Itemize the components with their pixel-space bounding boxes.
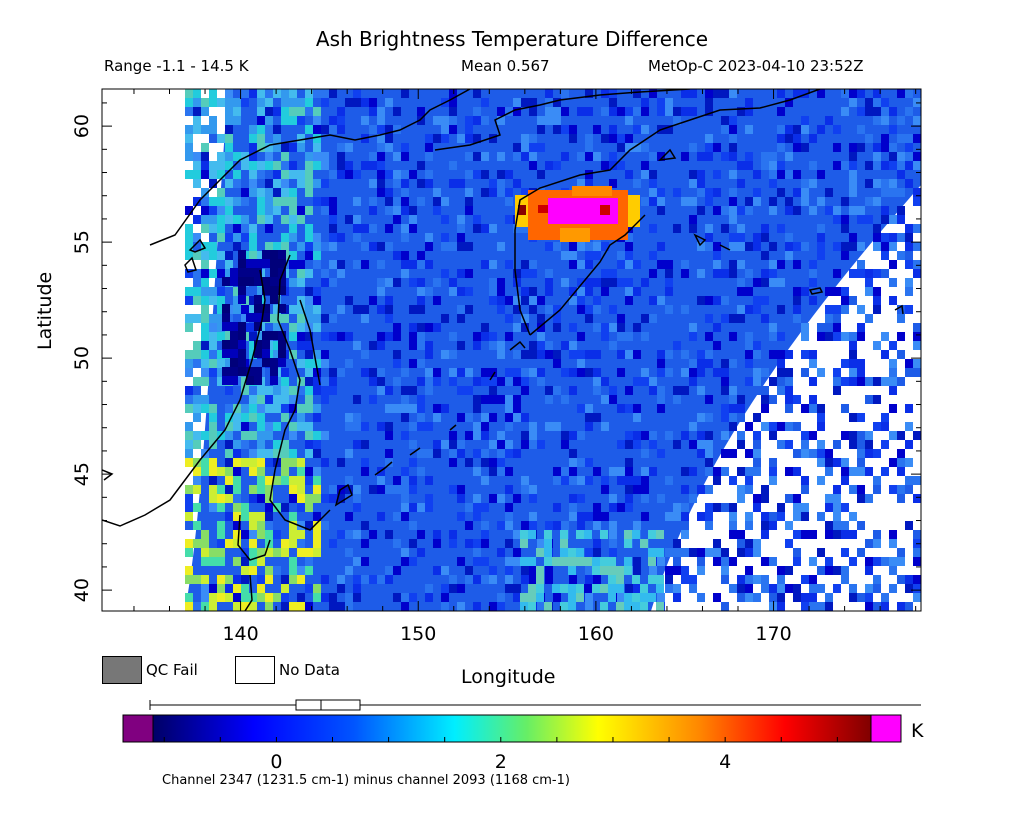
x-tick-labels: 140 150 160 170 bbox=[222, 623, 791, 645]
y-tick-label: 60 bbox=[71, 114, 93, 138]
y-tick-label: 40 bbox=[71, 578, 93, 602]
x-axis-label: Longitude bbox=[461, 666, 556, 688]
colorbar-tick-labels: 0 2 4 bbox=[270, 751, 731, 773]
colorbar-under bbox=[122, 714, 154, 743]
channel-footnote: Channel 2347 (1231.5 cm-1) minus channel… bbox=[162, 773, 570, 788]
colorbar-over bbox=[870, 714, 902, 743]
x-tick-label: 170 bbox=[755, 623, 791, 645]
x-tick-label: 140 bbox=[222, 623, 258, 645]
mean-text: Mean 0.567 bbox=[461, 57, 550, 75]
distribution-boxplot bbox=[149, 699, 921, 711]
x-tick-label: 150 bbox=[400, 623, 436, 645]
colorbar-ticks bbox=[163, 737, 838, 742]
y-tick-label: 50 bbox=[71, 346, 93, 370]
page-title: Ash Brightness Temperature Difference bbox=[315, 27, 709, 51]
x-tick-label: 160 bbox=[578, 623, 614, 645]
range-text: Range -1.1 - 14.5 K bbox=[104, 57, 249, 75]
colorbar bbox=[152, 714, 872, 743]
qc-fail-swatch bbox=[102, 656, 142, 684]
y-tick-label: 55 bbox=[71, 230, 93, 254]
y-tick-label: 45 bbox=[71, 462, 93, 486]
colorbar-unit: K bbox=[911, 720, 924, 742]
no-data-label: No Data bbox=[279, 661, 340, 679]
no-data-swatch bbox=[235, 656, 275, 684]
coastlines bbox=[102, 89, 904, 611]
colorbar-tick-label: 4 bbox=[719, 751, 731, 773]
satellite-time-text: MetOp-C 2023-04-10 23:52Z bbox=[648, 57, 864, 75]
swath-pixels bbox=[185, 89, 921, 611]
y-tick-labels: 40 45 50 55 60 bbox=[71, 114, 93, 602]
qc-fail-label: QC Fail bbox=[146, 661, 198, 679]
colorbar-tick-label: 0 bbox=[270, 751, 282, 773]
colorbar-tick-label: 2 bbox=[495, 751, 507, 773]
y-axis-label: Latitude bbox=[34, 271, 56, 350]
plot-frame bbox=[101, 88, 922, 612]
ash-plume bbox=[515, 186, 640, 242]
axis-ticks bbox=[102, 89, 921, 611]
